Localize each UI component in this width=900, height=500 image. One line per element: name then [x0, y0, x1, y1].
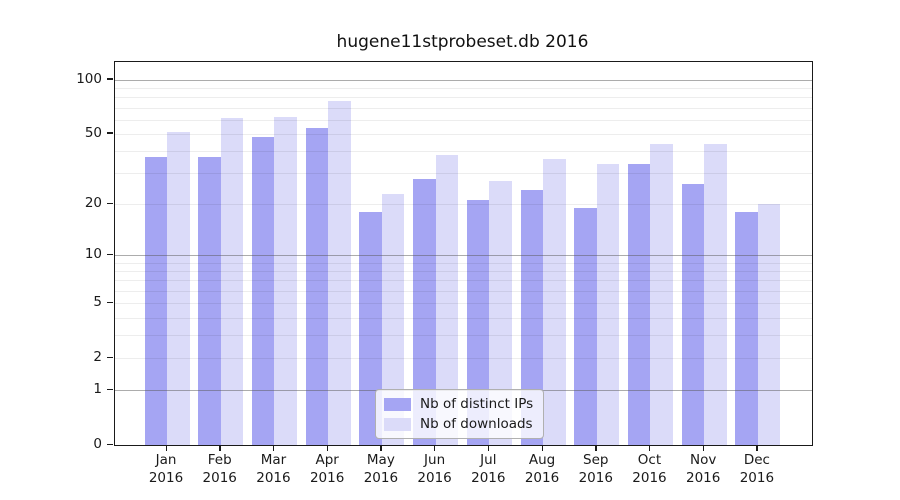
x-tick-mark [219, 445, 221, 451]
plot-area: Nb of distinct IPs Nb of downloads [114, 61, 813, 446]
legend-label-distinct-ips: Nb of distinct IPs [420, 396, 534, 412]
legend-swatch-downloads [384, 417, 411, 431]
bar-downloads [167, 132, 190, 445]
x-tick-label: Nov 2016 [686, 452, 721, 486]
x-tick-label: Dec 2016 [739, 452, 775, 486]
x-tick-label: May 2016 [363, 452, 399, 486]
bar-distinct-ips [520, 190, 544, 445]
bar-distinct-ips [251, 137, 275, 445]
bar-downloads [381, 193, 405, 445]
bar-downloads [328, 101, 351, 445]
legend: Nb of distinct IPs Nb of downloads [375, 389, 545, 439]
bar-distinct-ips [359, 212, 382, 445]
x-tick-label: Jul 2016 [471, 452, 506, 486]
y-tick-mark [107, 388, 113, 390]
gridline-minor [115, 291, 812, 293]
bar-distinct-ips [627, 163, 651, 445]
bar-downloads [757, 204, 781, 445]
y-tick-label: 20 [84, 195, 102, 212]
gridline-minor [115, 133, 812, 135]
x-tick-mark [434, 445, 436, 451]
x-tick-mark [165, 445, 167, 451]
gridline-minor [115, 88, 812, 90]
gridline-minor [115, 173, 812, 175]
x-tick-mark [326, 445, 328, 451]
gridline-minor [115, 262, 812, 264]
x-tick-label: Apr 2016 [309, 452, 345, 486]
bar-downloads [650, 143, 673, 445]
x-tick-mark [487, 445, 490, 451]
legend-entry-distinct-ips: Nb of distinct IPs [384, 396, 533, 412]
bar-downloads [596, 163, 620, 445]
bar-downloads [435, 155, 459, 445]
y-tick-mark [107, 132, 113, 134]
y-tick-mark [107, 253, 113, 256]
y-tick-mark [107, 202, 113, 204]
x-tick-label: Aug 2016 [524, 452, 560, 486]
chart-title: hugene11stprobeset.db 2016 [336, 32, 589, 52]
bar-distinct-ips [144, 157, 167, 445]
gridline-minor [115, 358, 812, 360]
x-tick-label: Feb 2016 [202, 452, 237, 486]
legend-label-downloads: Nb of downloads [420, 416, 533, 432]
y-tick-label: 1 [93, 381, 102, 398]
legend-entry-downloads: Nb of downloads [384, 416, 533, 432]
x-tick-mark [756, 445, 758, 451]
x-tick-label: Sep 2016 [578, 452, 613, 486]
gridline-minor [115, 151, 812, 153]
gridline-minor [115, 107, 812, 109]
x-tick-label: Jun 2016 [417, 452, 452, 486]
gridline-minor [115, 271, 812, 273]
x-tick-mark [648, 445, 651, 451]
bar-downloads [489, 181, 512, 445]
y-tick-mark [107, 443, 113, 445]
bar-distinct-ips [413, 178, 436, 445]
y-tick-label: 100 [76, 70, 102, 87]
y-tick-label: 0 [93, 436, 102, 452]
x-tick-mark [595, 445, 597, 451]
gridline-minor [115, 97, 812, 99]
y-tick-label: 2 [93, 349, 102, 366]
x-tick-mark [541, 445, 543, 451]
gridline-major [115, 79, 812, 81]
bar-downloads [220, 118, 244, 445]
bar-downloads [274, 117, 297, 445]
x-tick-label: Oct 2016 [632, 452, 667, 486]
bar-downloads [704, 143, 727, 445]
bar-downloads [543, 159, 566, 445]
bar-distinct-ips [681, 184, 705, 445]
gridline-minor [115, 317, 812, 319]
x-tick-mark [272, 445, 275, 451]
gridline-minor [115, 204, 812, 206]
y-tick-mark [107, 78, 113, 80]
gridline-minor [115, 119, 812, 121]
gridline-minor [115, 303, 812, 305]
y-tick-mark [107, 356, 113, 358]
legend-swatch-distinct-ips [384, 397, 411, 411]
bar-distinct-ips [198, 157, 221, 445]
gridline-minor [115, 280, 812, 282]
bar-distinct-ips [574, 207, 597, 445]
y-tick-label: 10 [84, 246, 102, 263]
gridline-minor [115, 335, 812, 337]
bar-distinct-ips [305, 127, 329, 445]
y-tick-label: 5 [93, 294, 102, 311]
gridline-major [115, 255, 812, 257]
x-tick-label: Mar 2016 [256, 452, 291, 486]
x-tick-mark [380, 445, 382, 451]
bar-distinct-ips [466, 200, 490, 445]
x-tick-mark [702, 445, 704, 451]
y-tick-label: 50 [84, 124, 102, 141]
bar-distinct-ips [735, 212, 758, 445]
x-tick-label: Jan 2016 [148, 452, 184, 486]
y-tick-mark [107, 301, 113, 303]
